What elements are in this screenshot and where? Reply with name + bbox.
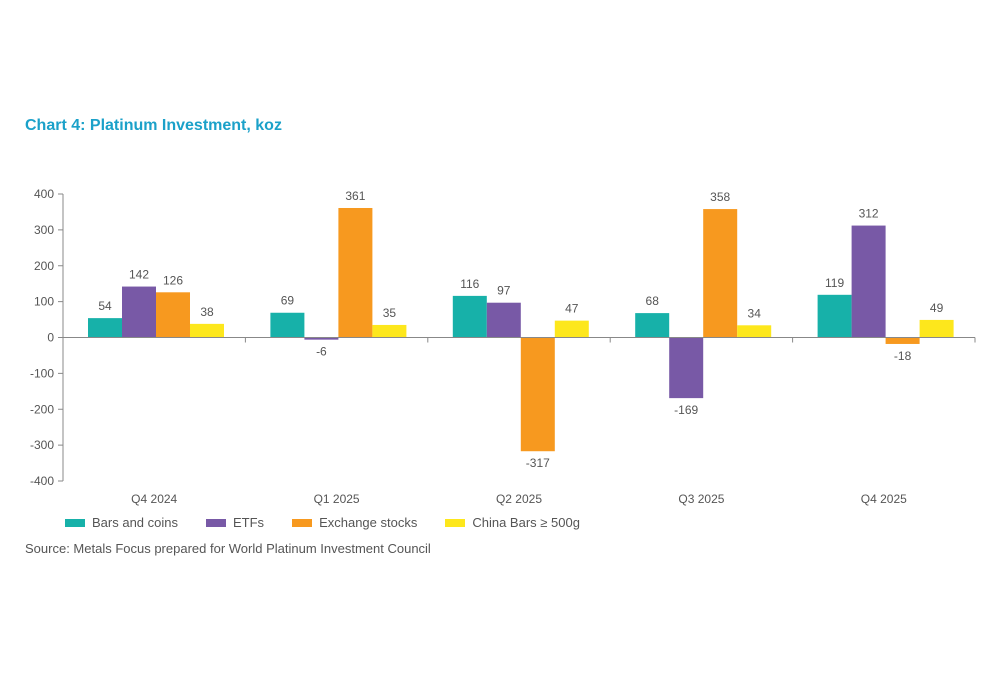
x-tick-label: Q4 2025 — [861, 492, 907, 506]
chart-title: Chart 4: Platinum Investment, koz — [25, 117, 282, 134]
data-label: 119 — [825, 276, 844, 290]
legend-swatch — [292, 518, 313, 527]
bar-etfs — [486, 302, 521, 338]
data-label: 361 — [345, 189, 365, 203]
legend-swatch — [445, 518, 466, 527]
x-tick-label: Q1 2025 — [314, 492, 360, 506]
y-tick-label: 0 — [47, 331, 54, 345]
bar-exchange-stocks — [885, 337, 920, 344]
bar-china-bars-500g — [737, 325, 772, 338]
legend-swatch — [206, 518, 226, 527]
data-label: -6 — [316, 345, 327, 359]
legend-label: Bars and coins — [92, 515, 178, 530]
legend-swatch — [65, 518, 85, 527]
bar-bars-and-coins — [270, 312, 305, 338]
legend-item: China Bars ≥ 500g — [445, 515, 580, 530]
data-label: 142 — [129, 268, 149, 282]
bar-china-bars-500g — [372, 324, 407, 338]
x-tick-label: Q2 2025 — [496, 492, 542, 506]
legend: Bars and coins ETFs Exchange stocks China B… — [65, 515, 580, 530]
source-note: Source: Metals Focus prepared for World … — [25, 541, 431, 556]
data-label: 126 — [163, 273, 183, 287]
bar-bars-and-coins — [452, 295, 487, 338]
y-tick-label: 400 — [34, 187, 54, 201]
y-tick-label: -200 — [30, 402, 54, 416]
data-label: -18 — [894, 349, 912, 363]
data-label: 35 — [383, 306, 397, 320]
data-label: 312 — [859, 207, 879, 221]
bar-etfs — [669, 337, 704, 399]
y-tick-label: -300 — [30, 438, 54, 452]
data-label: -169 — [674, 403, 698, 417]
data-label: -317 — [526, 456, 550, 470]
bar-bars-and-coins — [817, 294, 852, 338]
bar-exchange-stocks — [520, 337, 555, 452]
bar-etfs — [304, 337, 339, 340]
bar-china-bars-500g — [919, 319, 954, 338]
bar-china-bars-500g — [554, 320, 589, 338]
data-label: 34 — [748, 306, 762, 320]
data-label: 38 — [200, 305, 214, 319]
x-tick-label: Q4 2024 — [131, 492, 177, 506]
bar-exchange-stocks — [338, 207, 373, 338]
y-tick-label: -100 — [30, 366, 54, 380]
y-tick-label: 300 — [34, 223, 54, 237]
data-label: 54 — [98, 299, 112, 313]
bar-bars-and-coins — [635, 313, 670, 338]
x-tick-label: Q3 2025 — [678, 492, 724, 506]
bar-china-bars-500g — [190, 323, 224, 338]
data-label: 358 — [710, 190, 730, 204]
legend-label: ETFs — [233, 515, 265, 530]
bar-etfs — [122, 286, 156, 338]
data-label: 97 — [497, 284, 511, 298]
data-label: 116 — [460, 277, 479, 291]
bar-exchange-stocks — [156, 292, 190, 338]
bar-exchange-stocks — [703, 209, 738, 338]
legend-item: Bars and coins — [65, 515, 178, 530]
data-label: 47 — [565, 302, 579, 316]
legend-label: China Bars ≥ 500g — [472, 515, 580, 530]
data-label: 69 — [281, 294, 295, 308]
legend-label: Exchange stocks — [319, 515, 418, 530]
y-tick-label: -400 — [30, 474, 54, 488]
y-tick-label: 100 — [34, 295, 54, 309]
y-tick-label: 200 — [34, 259, 54, 273]
legend-item: ETFs — [206, 515, 264, 530]
data-label: 49 — [930, 301, 944, 315]
bar-etfs — [851, 225, 886, 338]
legend-item: Exchange stocks — [292, 515, 417, 530]
bar-bars-and-coins — [88, 318, 122, 338]
data-label: 68 — [646, 294, 660, 308]
